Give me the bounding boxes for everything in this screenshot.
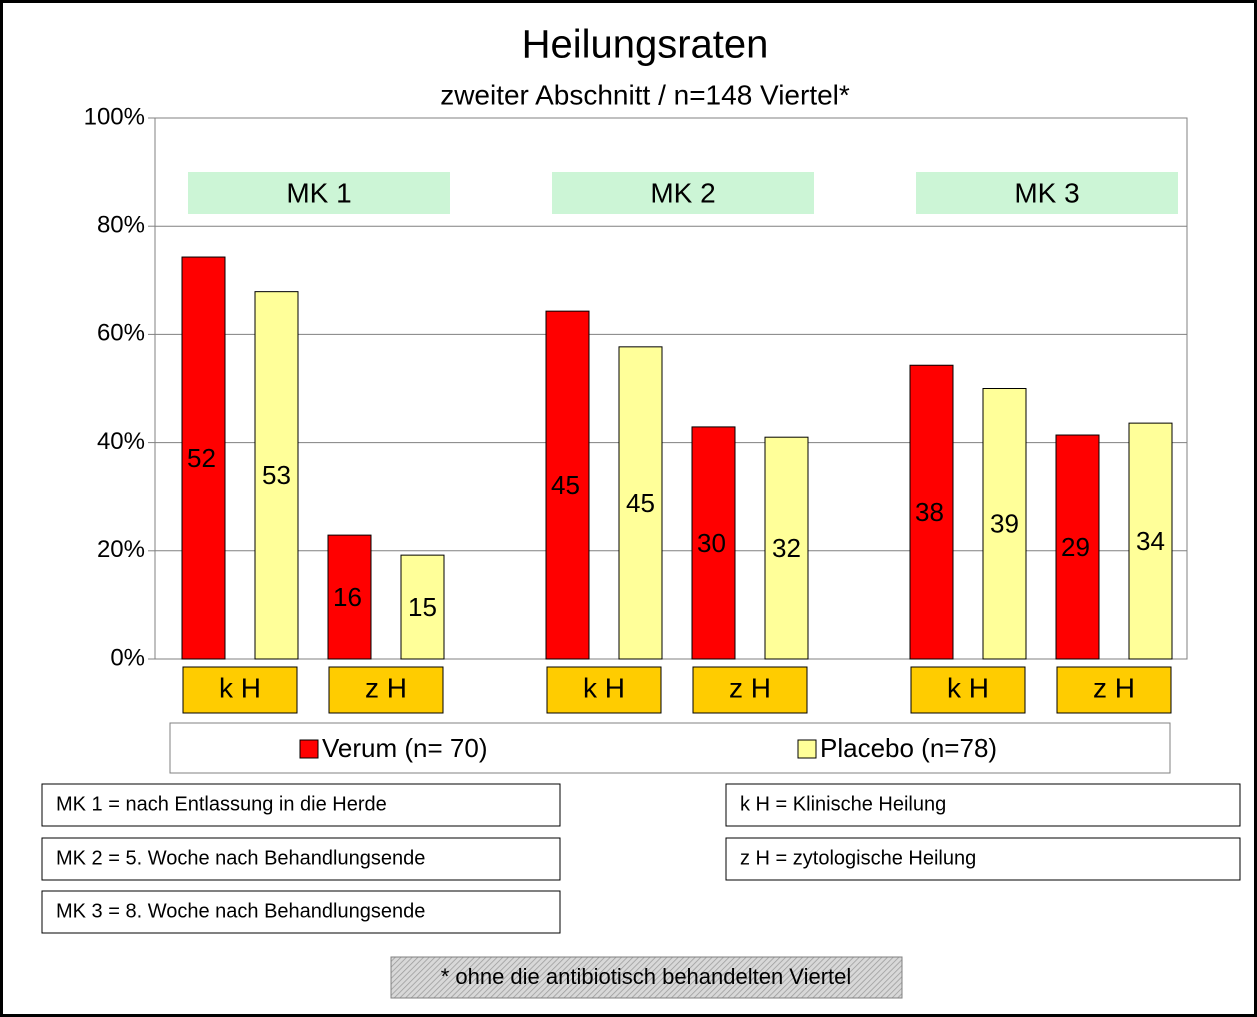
group-header bbox=[916, 172, 1178, 214]
legend-label: Placebo (n=78) bbox=[820, 733, 997, 763]
count-label: 38 bbox=[915, 497, 944, 527]
legend-swatch bbox=[299, 739, 319, 759]
note: k H = Klinische Heilung bbox=[740, 793, 946, 815]
group-label: MK 3 bbox=[1014, 177, 1079, 208]
note: MK 1 = nach Entlassung in die Herde bbox=[56, 793, 387, 815]
category-box bbox=[910, 666, 1026, 714]
note-box bbox=[725, 837, 1241, 881]
bar bbox=[181, 256, 226, 660]
chart-subtitle: zweiter Abschnitt / n=148 Viertel* bbox=[440, 79, 850, 110]
bar bbox=[1055, 434, 1100, 660]
count-label: 29 bbox=[1061, 532, 1090, 562]
legend-box bbox=[169, 722, 1171, 774]
y-tick-label: 80% bbox=[97, 212, 145, 239]
count-label: 45 bbox=[626, 488, 655, 518]
category-box bbox=[1056, 666, 1172, 714]
x-tick-label: k H bbox=[583, 672, 625, 703]
note: MK 2 = 5. Woche nach Behandlungsende bbox=[56, 847, 425, 869]
note-box bbox=[41, 837, 561, 881]
note-box bbox=[41, 783, 561, 827]
y-tick-label: 20% bbox=[97, 536, 145, 563]
chart-title: Heilungsraten bbox=[522, 23, 769, 67]
group-label: MK 2 bbox=[650, 177, 715, 208]
bar bbox=[254, 291, 299, 660]
x-tick-label: z H bbox=[365, 672, 407, 703]
category-box bbox=[692, 666, 808, 714]
bar bbox=[764, 436, 809, 660]
count-label: 45 bbox=[551, 470, 580, 500]
count-label: 30 bbox=[697, 528, 726, 558]
count-label: 32 bbox=[772, 533, 801, 563]
group-header bbox=[188, 172, 450, 214]
legend-swatch bbox=[797, 739, 817, 759]
x-tick-label: z H bbox=[729, 672, 771, 703]
footnote: * ohne die antibiotisch behandelten Vier… bbox=[441, 964, 852, 989]
legend-label: Verum (n= 70) bbox=[322, 733, 487, 763]
group-label: MK 1 bbox=[286, 177, 351, 208]
note: z H = zytologische Heilung bbox=[740, 847, 976, 869]
bar bbox=[691, 426, 736, 660]
count-label: 52 bbox=[187, 443, 216, 473]
count-label: 53 bbox=[262, 460, 291, 490]
bar bbox=[400, 554, 445, 660]
x-tick-label: z H bbox=[1093, 672, 1135, 703]
y-tick-label: 0% bbox=[110, 644, 145, 671]
category-box bbox=[546, 666, 662, 714]
note-box bbox=[725, 783, 1241, 827]
bar bbox=[1128, 422, 1173, 660]
count-label: 34 bbox=[1136, 526, 1165, 556]
category-box bbox=[328, 666, 444, 714]
note-box bbox=[41, 890, 561, 934]
bar bbox=[545, 310, 590, 660]
count-label: 15 bbox=[408, 592, 437, 622]
bar bbox=[909, 364, 954, 660]
y-tick-label: 60% bbox=[97, 320, 145, 347]
bar bbox=[327, 534, 372, 660]
x-tick-label: k H bbox=[947, 672, 989, 703]
footnote-box bbox=[390, 956, 903, 999]
category-box bbox=[182, 666, 298, 714]
note: MK 3 = 8. Woche nach Behandlungsende bbox=[56, 900, 425, 922]
bar bbox=[982, 388, 1027, 660]
count-label: 16 bbox=[333, 582, 362, 612]
y-tick-label: 100% bbox=[84, 103, 145, 130]
y-tick-label: 40% bbox=[97, 428, 145, 455]
bar bbox=[618, 346, 663, 660]
count-label: 39 bbox=[990, 509, 1019, 539]
group-header bbox=[552, 172, 814, 214]
x-tick-label: k H bbox=[219, 672, 261, 703]
